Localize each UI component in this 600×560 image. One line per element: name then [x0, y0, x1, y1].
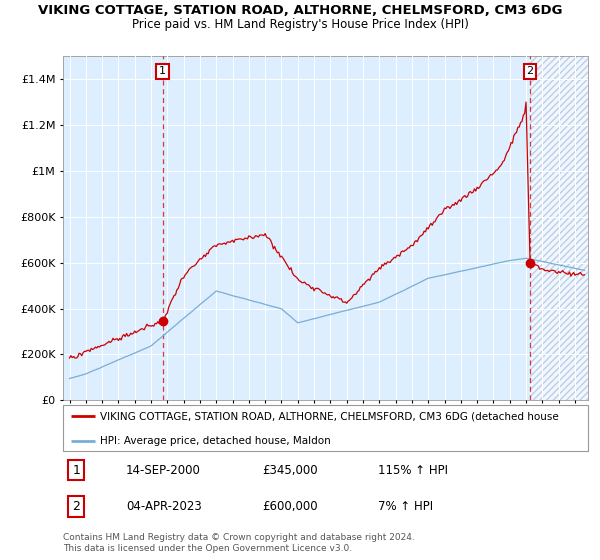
Bar: [530, 33, 595, 400]
Text: Price paid vs. HM Land Registry's House Price Index (HPI): Price paid vs. HM Land Registry's House …: [131, 18, 469, 31]
Text: Contains HM Land Registry data © Crown copyright and database right 2024.
This d: Contains HM Land Registry data © Crown c…: [63, 533, 415, 553]
Text: 1: 1: [159, 66, 166, 76]
Text: £345,000: £345,000: [263, 464, 318, 477]
Text: VIKING COTTAGE, STATION ROAD, ALTHORNE, CHELMSFORD, CM3 6DG: VIKING COTTAGE, STATION ROAD, ALTHORNE, …: [38, 4, 562, 17]
Text: 7% ↑ HPI: 7% ↑ HPI: [378, 500, 433, 513]
Text: 2: 2: [527, 66, 533, 76]
Text: VIKING COTTAGE, STATION ROAD, ALTHORNE, CHELMSFORD, CM3 6DG (detached house: VIKING COTTAGE, STATION ROAD, ALTHORNE, …: [100, 412, 559, 421]
Text: 1: 1: [72, 464, 80, 477]
Text: £600,000: £600,000: [263, 500, 318, 513]
Text: 115% ↑ HPI: 115% ↑ HPI: [378, 464, 448, 477]
Text: HPI: Average price, detached house, Maldon: HPI: Average price, detached house, Mald…: [100, 436, 331, 446]
Text: 2: 2: [72, 500, 80, 513]
Text: 04-APR-2023: 04-APR-2023: [126, 500, 202, 513]
Text: 14-SEP-2000: 14-SEP-2000: [126, 464, 201, 477]
